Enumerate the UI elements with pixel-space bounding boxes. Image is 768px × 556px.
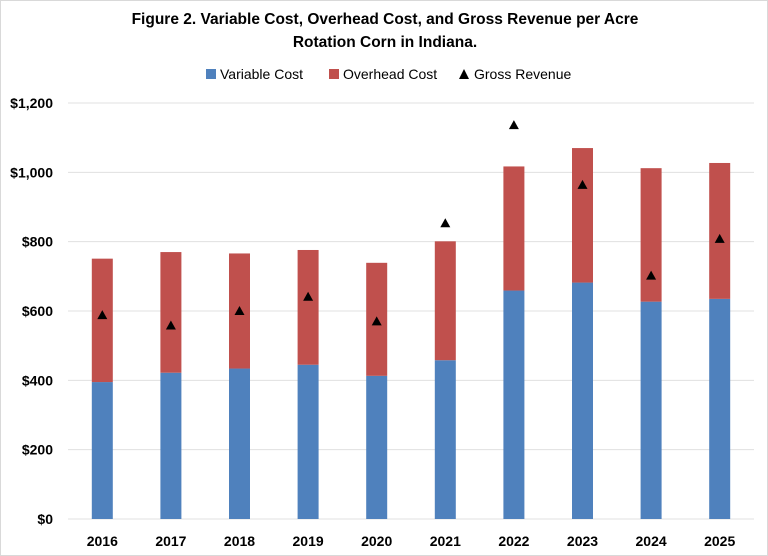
bar-overhead-cost <box>572 148 593 283</box>
x-tick-label: 2025 <box>704 533 735 549</box>
y-tick-label: $600 <box>22 303 53 319</box>
bar-variable-cost <box>640 301 662 519</box>
x-tick-label: 2022 <box>498 533 529 549</box>
bar-overhead-cost <box>434 241 456 361</box>
x-tick-label: 2019 <box>293 533 324 549</box>
bar-variable-cost <box>434 360 456 519</box>
x-tick-label: 2018 <box>224 533 255 549</box>
y-tick-label: $400 <box>22 372 53 388</box>
marker-gross-revenue <box>165 320 176 330</box>
bar-variable-cost <box>366 375 388 519</box>
chart-title-line-1: Figure 2. Variable Cost, Overhead Cost, … <box>131 11 639 28</box>
y-tick-label: $800 <box>22 234 53 250</box>
bar-overhead-cost <box>640 168 662 302</box>
legend-label-variable-cost: Variable Cost <box>220 66 303 82</box>
bar-variable-cost <box>503 290 525 519</box>
marker-gross-revenue <box>440 218 451 228</box>
marker-gross-revenue <box>234 306 245 315</box>
legend-swatch-variable-cost <box>206 69 216 79</box>
legend-marker-gross-revenue <box>459 69 469 79</box>
x-tick-label: 2023 <box>567 533 598 549</box>
marker-gross-revenue <box>577 179 588 189</box>
bar-overhead-cost <box>709 162 731 299</box>
bar-variable-cost <box>297 364 319 519</box>
marker-gross-revenue <box>303 291 314 301</box>
marker-gross-revenue <box>508 120 519 130</box>
bar-overhead-cost <box>91 258 113 383</box>
marker-gross-revenue <box>371 316 382 326</box>
y-tick-label: $0 <box>37 511 53 527</box>
x-tick-label: 2016 <box>87 533 118 549</box>
bar-variable-cost <box>91 382 113 519</box>
marker-gross-revenue <box>97 310 108 320</box>
legend-label-gross-revenue: Gross Revenue <box>474 66 571 82</box>
bar-variable-cost <box>229 368 250 519</box>
y-tick-label: $1,200 <box>10 95 53 111</box>
bar-overhead-cost <box>160 252 182 373</box>
bar-overhead-cost <box>297 249 319 365</box>
bar-variable-cost <box>709 298 731 519</box>
marker-gross-revenue <box>646 270 657 280</box>
marker-gross-revenue <box>714 233 725 243</box>
x-tick-label: 2024 <box>636 533 667 549</box>
legend-label-overhead-cost: Overhead Cost <box>343 66 437 82</box>
x-tick-label: 2017 <box>155 533 186 549</box>
bar-variable-cost <box>160 372 182 519</box>
y-tick-label: $1,000 <box>10 164 53 180</box>
x-tick-label: 2020 <box>361 533 392 549</box>
x-tick-label: 2021 <box>430 533 461 549</box>
y-tick-label: $200 <box>22 442 53 458</box>
legend-swatch-overhead-cost <box>329 69 339 79</box>
bar-overhead-cost <box>503 166 525 291</box>
chart-title-line-2: Rotation Corn in Indiana. <box>292 34 478 51</box>
bar-variable-cost <box>572 282 593 519</box>
